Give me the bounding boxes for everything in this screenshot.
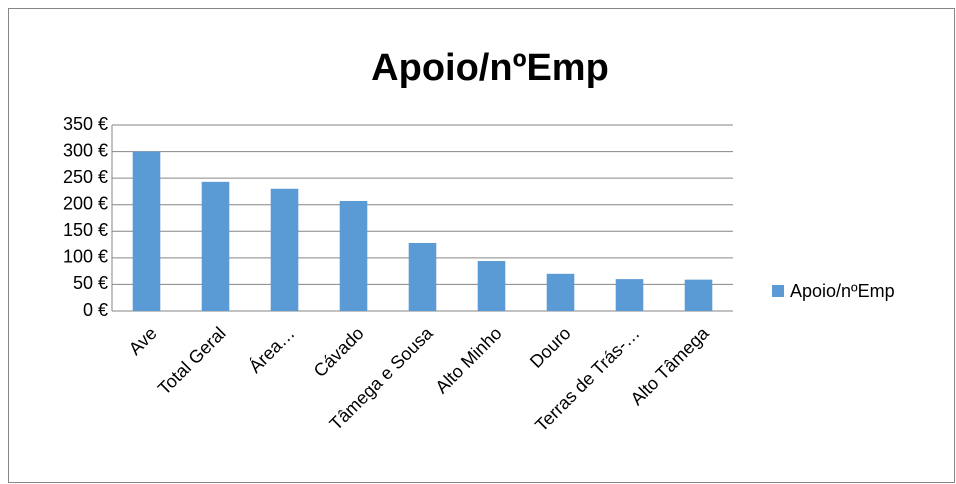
bar	[201, 181, 230, 311]
bar	[615, 279, 644, 311]
bar	[132, 151, 161, 311]
y-tick-label: 0 €	[83, 300, 108, 320]
chart-title: Apoio/nºEmp	[371, 47, 609, 89]
bar	[546, 273, 575, 311]
y-tick-label: 300 €	[63, 140, 108, 160]
bar	[339, 200, 368, 311]
y-tick-label: 200 €	[63, 193, 108, 213]
y-tick-label: 50 €	[73, 273, 108, 293]
y-tick-label: 350 €	[63, 114, 108, 134]
bar	[408, 242, 437, 311]
y-tick-label: 100 €	[63, 247, 108, 267]
y-tick-label: 150 €	[63, 220, 108, 240]
legend-label: Apoio/nºEmp	[790, 281, 895, 301]
chart-border	[8, 8, 955, 483]
bar	[270, 188, 299, 311]
legend-swatch	[772, 285, 784, 297]
bar	[477, 261, 506, 311]
y-tick-label: 250 €	[63, 167, 108, 187]
bar	[684, 279, 713, 311]
